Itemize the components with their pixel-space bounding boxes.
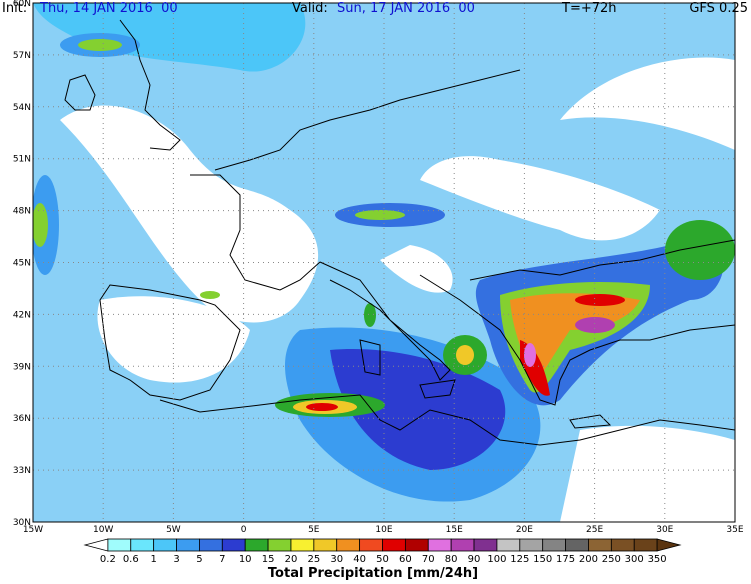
legend-swatch: [542, 538, 566, 552]
legend-label: 300: [625, 554, 644, 565]
lat-label: 48N: [13, 207, 31, 217]
legend-label: 20: [285, 554, 298, 565]
legend-swatch: [382, 538, 406, 552]
init-label: Init:: [2, 1, 27, 16]
legend-swatch: [588, 538, 612, 552]
legend-label: 10: [239, 554, 252, 565]
legend-label: 0.2: [100, 554, 116, 565]
legend-swatch: [427, 538, 452, 552]
legend-label: 175: [556, 554, 575, 565]
lat-label: 57N: [13, 51, 31, 61]
legend-swatch: [176, 538, 200, 552]
legend-swatch: [519, 538, 544, 552]
lon-label: 20E: [516, 525, 533, 535]
legend-label: 0.6: [123, 554, 139, 565]
legend-label: 80: [445, 554, 458, 565]
map-frame: [32, 2, 736, 523]
legend-swatch: [565, 538, 589, 552]
legend-label: 100: [487, 554, 506, 565]
lat-label: 45N: [13, 259, 31, 269]
model-name: GFS 0.25: [689, 1, 748, 16]
legend-label: 30: [330, 554, 343, 565]
legend-swatch: [244, 538, 269, 552]
lon-label: 15E: [446, 525, 463, 535]
lon-label: 25E: [586, 525, 603, 535]
legend-swatch: [404, 538, 429, 552]
lon-label: 35E: [726, 525, 743, 535]
legend-swatch: [221, 538, 246, 552]
legend-label: 5: [196, 554, 202, 565]
legend-label: 350: [648, 554, 667, 565]
legend-label: 40: [353, 554, 366, 565]
legend-swatch: [267, 538, 292, 552]
legend-swatch: [290, 538, 315, 552]
legend-arrow: [83, 538, 109, 552]
lat-label: 39N: [13, 362, 31, 372]
legend-label: 50: [376, 554, 389, 565]
lat-label: 60N: [13, 0, 31, 9]
legend-swatch: [130, 538, 155, 552]
legend-label: 3: [173, 554, 179, 565]
lat-label: 30N: [13, 518, 31, 528]
lat-label: 33N: [13, 466, 31, 476]
color-legend: 0.2 0.6 1 3 5 7 10 15 20 25 30 40 50 60 70 80 90 100 125 15…: [83, 538, 682, 565]
legend-swatch: [473, 538, 498, 552]
lon-label: 10E: [375, 525, 392, 535]
legend-label: 125: [510, 554, 529, 565]
init-time: Thu, 14 JAN 2016 00: [39, 1, 178, 16]
legend-label: 200: [579, 554, 598, 565]
lon-label: 30E: [656, 525, 673, 535]
legend-title: Total Precipitation [mm/24h]: [268, 566, 478, 580]
legend-label: 7: [219, 554, 225, 565]
legend-label: 60: [399, 554, 412, 565]
legend-arrow: [656, 538, 682, 552]
lon-label: 5W: [166, 525, 181, 535]
legend-swatch: [450, 538, 475, 552]
legend-label: 1: [150, 554, 156, 565]
lon-label: 5E: [308, 525, 320, 535]
lon-label: 0: [241, 525, 247, 535]
lon-label: 15W: [23, 525, 43, 535]
lat-label: 51N: [13, 155, 31, 165]
graticule: [33, 3, 735, 522]
valid-label: Valid:: [292, 1, 328, 16]
legend-swatch: [610, 538, 635, 552]
legend-swatch: [199, 538, 223, 552]
legend-label: 25: [307, 554, 320, 565]
legend-swatch: [359, 538, 383, 552]
legend-swatch: [107, 538, 132, 552]
lead-time: T=+72h: [561, 1, 617, 16]
legend-label: 150: [533, 554, 552, 565]
lon-label: 10W: [93, 525, 113, 535]
legend-swatch: [153, 538, 177, 552]
legend-swatch: [633, 538, 658, 552]
legend-label: 15: [262, 554, 275, 565]
legend-swatch: [336, 538, 361, 552]
lat-label: 54N: [13, 103, 31, 113]
legend-label: 90: [468, 554, 481, 565]
legend-label: 70: [422, 554, 435, 565]
lat-label: 42N: [13, 310, 31, 320]
legend-swatch: [496, 538, 521, 552]
lat-label: 36N: [13, 414, 31, 424]
valid-time: Sun, 17 JAN 2016 00: [337, 1, 475, 16]
coastlines: [64, 19, 735, 446]
legend-swatch: [313, 538, 338, 552]
legend-label: 250: [602, 554, 621, 565]
